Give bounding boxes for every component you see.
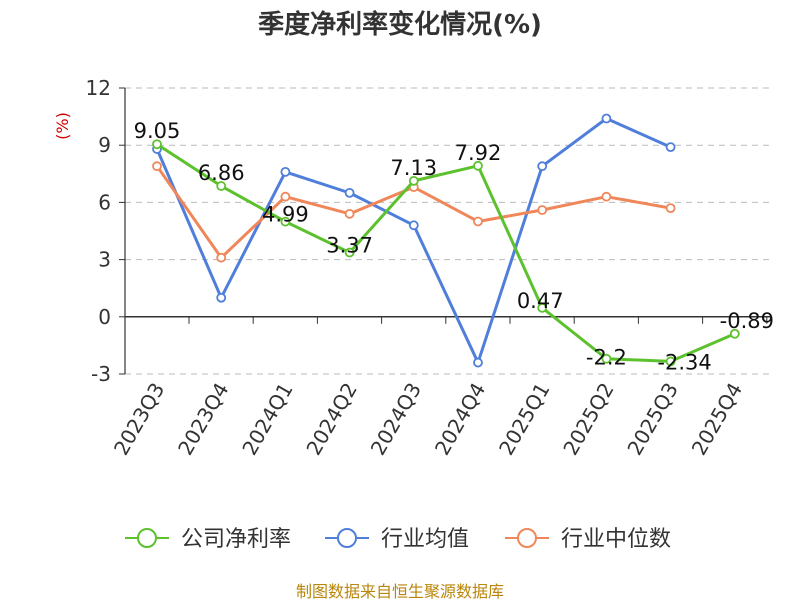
legend-label: 公司净利率	[181, 527, 291, 552]
data-point	[344, 247, 355, 258]
data-point	[152, 139, 162, 150]
data-point	[473, 357, 483, 368]
data-point	[344, 187, 355, 198]
data-point	[408, 175, 419, 186]
data-point	[665, 142, 676, 153]
data-point	[216, 292, 227, 303]
source-footer: 制图数据来自恒生聚源数据库	[295, 582, 504, 601]
y-tick-label: 3	[98, 248, 111, 272]
data-point	[601, 113, 612, 124]
data-label: 7.13	[390, 156, 437, 180]
x-tick-label: 2024Q2	[301, 379, 361, 460]
data-point	[280, 216, 291, 227]
y-tick-label: 9	[98, 133, 111, 157]
y-tick-label: 12	[86, 76, 111, 100]
x-tick-label: 2023Q4	[173, 379, 233, 460]
data-point	[280, 191, 291, 202]
y-tick-label: -3	[91, 362, 111, 386]
x-tick-label: 2025Q4	[687, 379, 747, 460]
data-point	[344, 208, 355, 219]
data-point	[537, 302, 548, 313]
x-tick-label: 2024Q1	[237, 379, 297, 460]
data-label: 9.05	[134, 119, 181, 143]
data-point	[665, 356, 676, 367]
chart-title: 季度净利率变化情况(%)	[258, 10, 542, 40]
data-point	[473, 216, 483, 227]
data-label: 6.86	[198, 161, 245, 185]
data-point	[537, 161, 548, 172]
y-tick-label: 0	[98, 305, 111, 329]
legend-label: 行业中位数	[561, 527, 671, 552]
data-point	[280, 166, 291, 177]
x-tick-label: 2025Q2	[558, 379, 618, 460]
data-point	[152, 161, 162, 172]
legend-marker	[517, 528, 537, 548]
x-tick-label: 2025Q1	[494, 379, 554, 460]
data-label: 3.37	[326, 234, 373, 258]
y-axis-title: (%)	[53, 112, 72, 140]
y-tick-label: 6	[98, 190, 111, 214]
data-point	[601, 353, 612, 364]
x-tick-label: 2023Q3	[109, 379, 169, 460]
data-label: 4.99	[262, 203, 309, 227]
data-label: 7.92	[455, 141, 502, 165]
data-label: -0.89	[720, 309, 774, 333]
data-point	[216, 252, 227, 263]
x-tick-label: 2024Q3	[366, 379, 426, 460]
data-point	[537, 205, 548, 215]
data-label: -2.2	[586, 346, 627, 370]
data-label: -2.34	[657, 350, 711, 374]
series-line	[156, 142, 736, 363]
x-tick-label: 2024Q4	[430, 379, 490, 460]
data-point	[665, 203, 676, 214]
data-point	[216, 181, 227, 191]
data-point	[473, 160, 483, 171]
data-point	[729, 328, 740, 339]
data-label: 0.47	[517, 289, 564, 313]
x-tick-label: 2025Q3	[622, 379, 682, 460]
data-point	[601, 191, 612, 202]
data-point	[408, 220, 419, 231]
legend-label: 行业均值	[381, 527, 469, 552]
legend-marker	[137, 528, 157, 548]
legend-marker	[337, 528, 357, 548]
